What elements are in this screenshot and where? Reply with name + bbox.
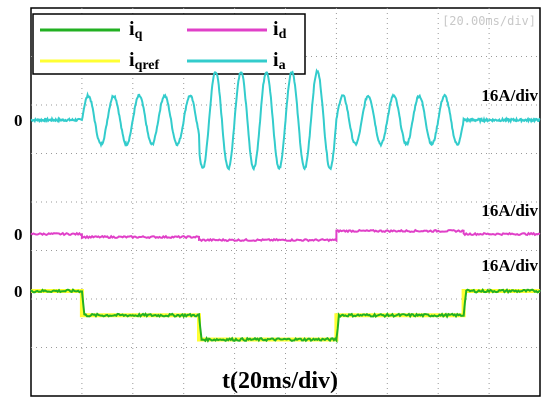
legend-label-iq: iq	[129, 18, 143, 42]
time-scale-readout: [20.00ms/div]	[442, 14, 536, 28]
iq-zero-label: 0	[14, 282, 23, 301]
series-id-line	[30, 228, 541, 243]
series-iq-line	[30, 287, 541, 344]
id-scale-label: 16A/div	[481, 201, 538, 220]
legend-label-id: id	[273, 18, 287, 42]
id-zero-label: 0	[14, 225, 23, 244]
legend-label-ia: ia	[273, 49, 286, 73]
ia-scale-label: 16A/div	[481, 86, 538, 105]
ia-zero-label: 0	[14, 111, 23, 130]
x-axis-label: t(20ms/div)	[222, 368, 338, 394]
legend-label-iqref: iqref	[129, 49, 160, 73]
legend-box	[32, 13, 306, 75]
iq-scale-label: 16A/div	[481, 256, 538, 275]
series-ia-line	[30, 68, 541, 172]
legend: iq id iqref ia	[32, 13, 306, 75]
